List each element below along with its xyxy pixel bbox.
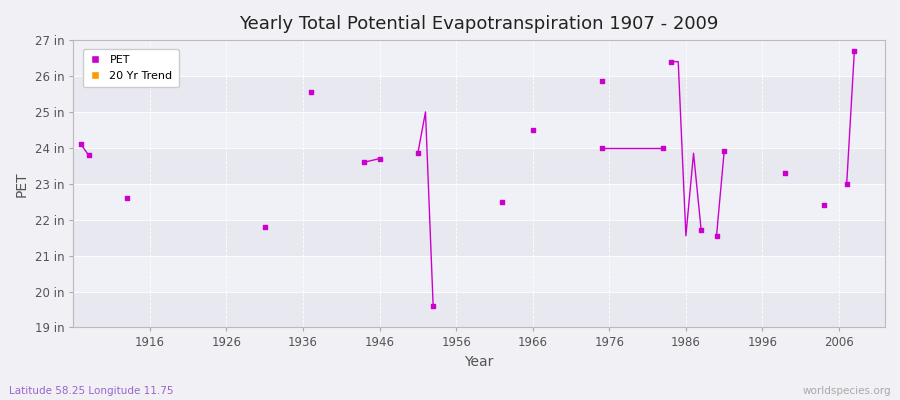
Point [526, 127, 540, 133]
Y-axis label: PET: PET [15, 171, 29, 196]
Text: Latitude 58.25 Longitude 11.75: Latitude 58.25 Longitude 11.75 [9, 386, 174, 396]
Bar [73, 256, 885, 292]
Bar [73, 184, 885, 220]
Point [303, 89, 318, 95]
Point [847, 48, 861, 54]
Bar [73, 76, 885, 112]
X-axis label: Year: Year [464, 355, 494, 369]
Point [717, 148, 732, 155]
Point [81, 152, 95, 158]
Point [709, 233, 724, 239]
Point [594, 145, 608, 151]
Bar [73, 220, 885, 256]
Point [694, 227, 708, 234]
Point [840, 180, 854, 187]
Point [426, 303, 440, 309]
Bar [73, 112, 885, 148]
Point [74, 141, 88, 148]
Legend: PET, 20 Yr Trend: PET, 20 Yr Trend [83, 48, 179, 88]
Point [257, 224, 272, 230]
Point [594, 78, 608, 85]
Title: Yearly Total Potential Evapotranspiration 1907 - 2009: Yearly Total Potential Evapotranspiratio… [239, 15, 719, 33]
Point [656, 145, 670, 151]
Point [778, 170, 793, 176]
Bar [73, 292, 885, 328]
Point [663, 58, 678, 65]
Point [410, 150, 425, 156]
Point [357, 159, 372, 166]
Text: worldspecies.org: worldspecies.org [803, 386, 891, 396]
Point [373, 156, 387, 162]
Point [120, 195, 134, 201]
Point [495, 198, 509, 205]
Point [816, 202, 831, 208]
Bar [73, 40, 885, 76]
Bar [73, 148, 885, 184]
